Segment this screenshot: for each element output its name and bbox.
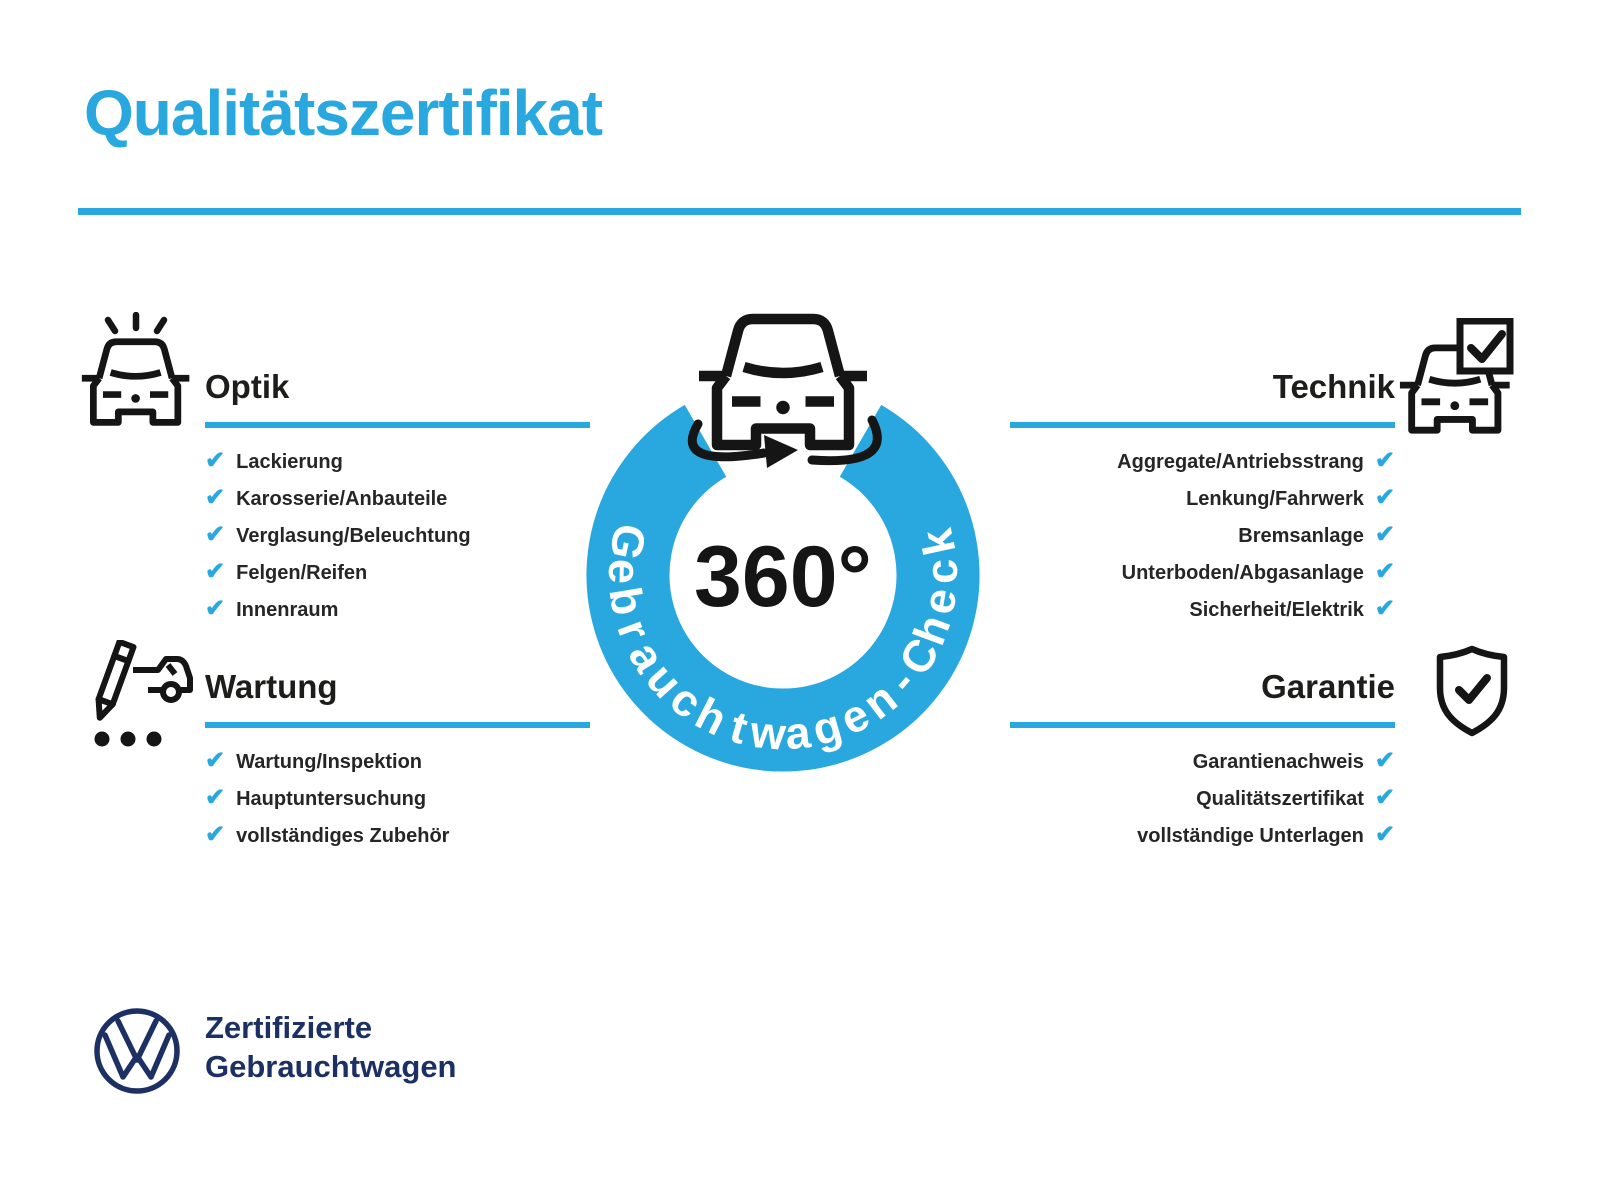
checklist-item-label: Bremsanlage [1238, 525, 1364, 547]
checklist-item: ✔ Aggregate/Antriebsstrang [1010, 444, 1395, 481]
checklist-item-label: Lenkung/Fahrwerk [1186, 488, 1364, 510]
ring-text-char: w [747, 706, 789, 760]
brand-line-2: Gebrauchtwagen [205, 1049, 457, 1084]
rotating-car-icon [687, 319, 882, 468]
section-heading-technik: Technik [1272, 368, 1395, 405]
check-icon: ✔ [205, 746, 226, 774]
checklist-wartung: ✔ Wartung/Inspektion ✔ Hauptuntersuchung ✔ vo… [205, 744, 590, 855]
section-heading-optik: Optik [205, 368, 290, 405]
checklist-item-label: vollständige Unterlagen [1137, 825, 1364, 847]
checklist-item: ✔ Verglasung/Beleuchtung [205, 518, 590, 555]
ring-text-char: a [783, 706, 814, 759]
checklist-item-label: Sicherheit/Elektrik [1189, 599, 1364, 621]
check-icon: ✔ [205, 820, 226, 848]
checklist-item: ✔ Unterboden/Abgasanlage [1010, 555, 1395, 592]
checklist-item-label: Felgen/Reifen [236, 562, 368, 584]
section-divider [205, 722, 590, 728]
check-icon: ✔ [1374, 594, 1395, 622]
check-icon: ✔ [205, 520, 226, 548]
checklist-item: ✔ Lackierung [205, 444, 590, 481]
ring-arc [586, 404, 980, 772]
checklist-item: ✔ Wartung/Inspektion [205, 744, 590, 781]
checklist-technik: ✔ Aggregate/Antriebsstrang ✔ Lenkung/Fahrwe… [1010, 444, 1395, 629]
degrees-label: 360° [694, 529, 872, 625]
checklist-optik: ✔ Lackierung ✔ Karosserie/Anbauteile ✔ Vergla… [205, 444, 590, 629]
brand-line-1: Zertifizierte [205, 1010, 373, 1045]
checklist-item-label: Unterboden/Abgasanlage [1121, 562, 1364, 584]
checklist-item-label: Innenraum [236, 599, 339, 621]
title-divider [78, 208, 1521, 215]
ring-text-char: c [916, 558, 968, 584]
check-icon: ✔ [205, 557, 226, 585]
section-heading-garantie: Garantie [1261, 668, 1395, 705]
checklist-item: ✔ vollständiges Zubehör [205, 818, 590, 855]
checklist-item: ✔ Qualitätszertifikat [1010, 781, 1395, 818]
check-icon: ✔ [205, 483, 226, 511]
check-icon: ✔ [1374, 746, 1395, 774]
car-checkbox-icon [1396, 318, 1514, 440]
checklist-item: ✔ vollständige Unterlagen [1010, 818, 1395, 855]
checklist-garantie: ✔ Garantienachweis ✔ Qualitätszertifikat ✔ vo… [1010, 744, 1395, 855]
section-optik: Optik ✔ Lackierung ✔ Karosserie/Anbauteile ✔… [205, 364, 590, 629]
section-wartung: Wartung ✔ Wartung/Inspektion ✔ Hauptuntersu… [205, 664, 590, 855]
check-icon: ✔ [1374, 520, 1395, 548]
section-technik: Technik ✔ Aggregate/Antriebsstrang ✔ Lenkun… [1010, 364, 1395, 629]
section-divider [1010, 422, 1395, 428]
check-icon: ✔ [205, 594, 226, 622]
checklist-item-label: Qualitätszertifikat [1196, 788, 1364, 810]
checklist-item: ✔ Bremsanlage [1010, 518, 1395, 555]
checklist-item-label: Hauptuntersuchung [236, 788, 427, 810]
checklist-item-label: Garantienachweis [1192, 751, 1364, 773]
checklist-item: ✔ Garantienachweis [1010, 744, 1395, 781]
check-icon: ✔ [1374, 483, 1395, 511]
check-icon: ✔ [1374, 446, 1395, 474]
checklist-item-label: Wartung/Inspektion [236, 751, 423, 773]
vw-logo-icon [94, 1008, 180, 1094]
checklist-item-label: Aggregate/Antriebsstrang [1117, 451, 1364, 473]
ring-text-char: e [599, 558, 651, 584]
checklist-item: ✔ Sicherheit/Elektrik [1010, 592, 1395, 629]
pencil-car-icon [94, 640, 193, 747]
section-divider [205, 422, 590, 428]
car-shine-icon [76, 312, 194, 434]
section-heading-wartung: Wartung [205, 668, 338, 705]
shield-check-icon [1436, 645, 1508, 737]
checklist-item-label: Verglasung/Beleuchtung [236, 525, 471, 547]
checklist-item: ✔ Innenraum [205, 592, 590, 629]
check-icon: ✔ [205, 783, 226, 811]
check-icon: ✔ [205, 446, 226, 474]
brand-claim: Zertifizierte Gebrauchtwagen [205, 1008, 457, 1086]
checklist-item-label: Karosserie/Anbauteile [236, 488, 448, 510]
section-garantie: Garantie ✔ Garantienachweis ✔ Qualitätszert… [1010, 664, 1395, 855]
checklist-item: ✔ Felgen/Reifen [205, 555, 590, 592]
checklist-item-label: vollständiges Zubehör [236, 825, 450, 847]
checklist-item: ✔ Lenkung/Fahrwerk [1010, 481, 1395, 518]
checklist-item-label: Lackierung [236, 451, 343, 473]
check-icon: ✔ [1374, 820, 1395, 848]
check-icon: ✔ [1374, 557, 1395, 585]
checklist-item: ✔ Karosserie/Anbauteile [205, 481, 590, 518]
checklist-item: ✔ Hauptuntersuchung [205, 781, 590, 818]
check-icon: ✔ [1374, 783, 1395, 811]
section-divider [1010, 722, 1395, 728]
page-title: Qualitätszertifikat [84, 77, 603, 149]
